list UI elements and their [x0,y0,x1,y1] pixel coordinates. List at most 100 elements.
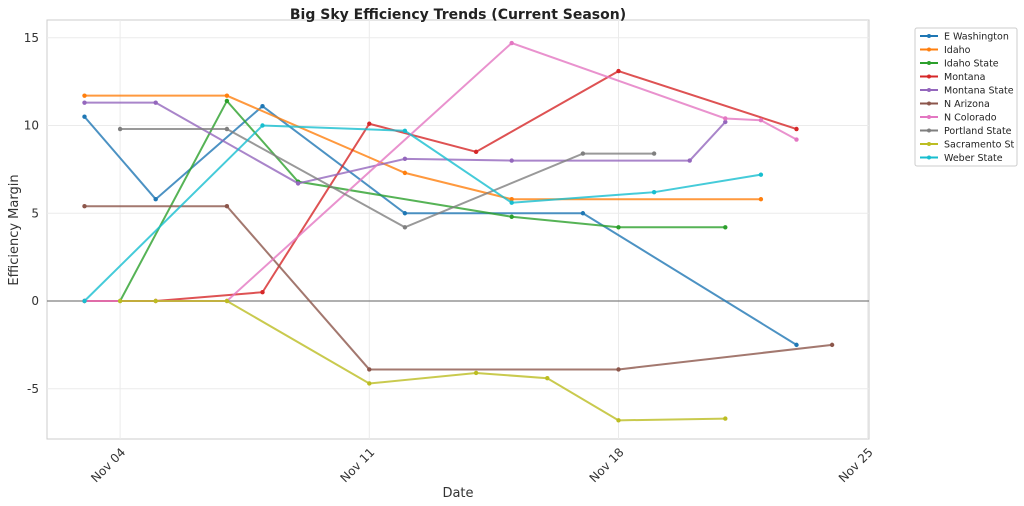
data-point [82,93,87,98]
legend-marker [927,142,931,146]
legend-label: Portland State [944,126,1012,137]
legend-marker [927,128,931,133]
data-point [224,126,230,132]
data-point [758,197,764,202]
data-point [580,211,586,216]
legend-marker [927,155,931,160]
data-point [651,151,657,156]
series-line [119,99,726,302]
legend-label: Weber State [944,153,1003,164]
data-point [794,137,799,142]
x-axis-label: Date [442,486,473,501]
series-line [120,300,726,422]
data-point [224,98,230,104]
data-point [758,118,764,123]
data-point [402,156,408,162]
data-point [723,225,728,230]
y-tick-label: 0 [31,294,39,308]
y-tick-label: 15 [24,31,39,45]
data-point [82,204,87,209]
data-point [829,342,835,348]
data-point [616,418,621,423]
y-tick-label: 5 [31,206,39,220]
data-point [117,126,123,132]
legend-label: Idaho [944,45,971,56]
x-tick-label: Nov 11 [337,445,377,485]
series-line [83,124,762,302]
data-point [509,214,514,219]
series-idaho [82,93,764,202]
series-montana-state [82,100,728,186]
data-point [82,298,87,304]
legend-marker [927,61,931,65]
data-point [295,181,301,186]
data-point [367,121,372,126]
legend-marker [927,101,931,106]
data-point [509,40,514,46]
data-point [580,151,586,156]
data-point [687,158,692,163]
data-point [367,381,372,386]
data-point [509,200,514,205]
y-tick-label: -5 [27,382,39,396]
legend-marker [927,34,931,38]
data-point [402,211,408,216]
legend-marker [927,74,931,79]
data-point [260,290,265,295]
data-point [509,158,514,163]
data-point [616,225,621,230]
data-point [117,298,123,304]
data-point [545,376,550,381]
x-tick-label: Nov 04 [88,445,128,485]
data-point [260,123,265,128]
data-point [153,298,158,304]
legend-label: N Arizona [944,99,990,110]
data-point [509,197,514,202]
legend-marker [927,47,931,52]
data-point [224,204,230,209]
y-tick-label: 10 [24,119,39,133]
data-point [758,172,764,177]
data-point [473,370,479,376]
data-point [473,149,479,155]
data-point [82,114,87,119]
data-point [723,119,728,125]
data-point [616,367,621,372]
series-weber-state [82,123,764,304]
series-portland-state [117,126,657,230]
x-tick-label: Nov 18 [587,445,627,485]
series-idaho-state [117,98,728,304]
series-line [83,104,798,346]
legend-marker [927,88,931,92]
legend-label: Montana [944,72,985,83]
legend-label: Sacramento St [944,140,1015,151]
data-point [616,68,621,74]
x-tick-label: Nov 25 [836,445,876,485]
data-point [402,225,408,230]
data-point [794,126,799,132]
data-point [723,416,728,421]
legend-label: N Colorado [944,113,997,124]
data-point [723,116,728,121]
legend: E Washington Idaho Idaho State Montana Monta… [914,27,1018,167]
series-e-washington [82,103,799,348]
legend-marker [927,115,931,119]
legend-box [914,27,1018,167]
data-point [794,342,799,348]
data-point [153,100,158,105]
y-axis-label: Efficiency Margin [7,174,22,285]
chart-title: Big Sky Efficiency Trends (Current Seaso… [290,7,626,23]
legend-label: E Washington [944,32,1009,43]
data-point [224,298,230,304]
data-point [402,170,408,176]
data-point [153,197,158,202]
legend-label: Idaho State [944,59,999,70]
series-sacramento-st [117,298,728,423]
data-point [651,189,657,195]
data-point [402,128,408,133]
legend-label: Montana State [944,86,1014,97]
data-point [260,103,265,109]
data-point [367,367,372,372]
